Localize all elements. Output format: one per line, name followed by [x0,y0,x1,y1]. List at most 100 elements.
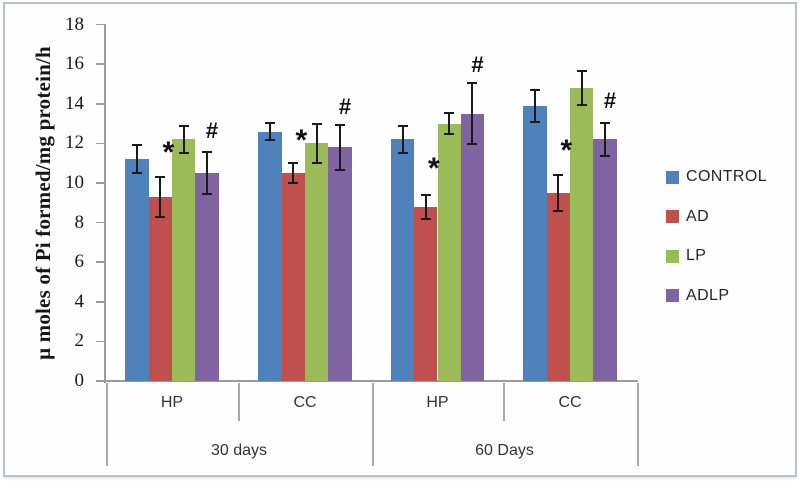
legend-label-control: CONTROL [686,168,768,185]
bar-adlp-30-days-hp [195,173,219,381]
bar-lp-60-days-hp [437,123,461,381]
y-tick-12 [96,142,104,145]
x-label-cc-1: CC [293,394,317,411]
error-cap-bottom-control-0 [132,172,143,175]
annotation-hash-adlp-1: # [338,93,352,119]
x-label-hp-0: HP [160,394,184,411]
error-cap-top-ad-2 [420,193,431,196]
bar-adlp-60-days-cc [593,139,617,381]
error-cap-bottom-ad-0 [155,215,166,218]
axis-separator-tall-0 [106,383,108,466]
legend-label-adlp: ADLP [686,286,730,304]
bar-lp-60-days-cc [570,87,594,381]
y-tick-4 [96,301,104,303]
error-cap-top-lp-2 [444,111,455,114]
error-bar-control-3 [534,89,537,122]
axis-separator-short-1 [503,383,505,421]
bar-ad-60-days-cc [546,192,570,381]
x-axis-line [104,380,638,382]
y-tick-label-10: 10 [65,172,84,193]
error-bar-lp-2 [448,112,451,135]
annotation-hash-adlp-2: # [471,52,484,78]
error-bar-adlp-2 [471,83,474,145]
axis-separator-tall-2 [637,383,639,466]
error-cap-bottom-ad-2 [420,217,431,220]
y-tick-18 [96,23,104,26]
annotation-asterisk-ad-3: * [560,134,573,168]
error-bar-control-0 [136,145,139,174]
annotation-asterisk-ad-0: * [162,136,175,170]
y-tick-label-12: 12 [65,132,84,154]
bar-control-60-days-cc [523,105,547,381]
annotation-hash-adlp-3: # [603,87,617,113]
error-cap-top-ad-3 [553,174,564,177]
y-tick-label-4: 4 [74,290,85,312]
legend-swatch-ad [666,210,679,223]
bar-control-30-days-hp [125,159,149,381]
legend-swatch-adlp [666,289,679,302]
error-cap-top-control-0 [132,144,143,147]
annotation-asterisk-ad-2: * [428,152,440,186]
annotation-asterisk-ad-1: * [295,124,308,158]
axis-separator-short-0 [238,383,240,421]
error-cap-bottom-adlp-1 [334,169,345,172]
y-tick-14 [96,103,104,105]
error-cap-top-control-1 [265,121,276,124]
error-bar-lp-0 [182,125,185,154]
annotation-hash-adlp-0: # [205,117,219,143]
bar-ad-30-days-cc [281,173,305,381]
legend: CONTROL AD LP ADLP [666,168,801,318]
y-tick-label-2: 2 [74,330,85,352]
error-bar-ad-1 [292,163,295,183]
legend-item-ad: AD [666,208,709,226]
error-bar-adlp-1 [338,124,341,171]
error-cap-top-adlp-0 [201,151,212,154]
bar-lp-30-days-hp [172,139,196,381]
bar-ad-60-days-hp [414,206,438,381]
error-cap-top-control-3 [530,88,541,91]
legend-item-adlp: ADLP [666,287,729,305]
error-cap-bottom-ad-3 [553,209,564,212]
y-tick-10 [96,182,104,184]
error-bar-ad-3 [557,175,560,211]
legend-label-lp: LP [686,247,707,264]
y-tick-0 [96,380,104,382]
y-tick-label-0: 0 [74,370,85,391]
legend-item-control: CONTROL [666,168,767,186]
error-cap-top-control-2 [397,124,408,127]
y-tick-2 [96,340,104,343]
error-cap-bottom-lp-3 [576,103,587,106]
y-tick-label-18: 18 [65,13,84,35]
error-cap-top-adlp-2 [467,82,478,84]
error-cap-bottom-control-3 [530,120,541,123]
error-bar-adlp-0 [205,152,208,194]
error-bar-control-1 [269,122,272,141]
error-cap-bottom-adlp-0 [201,192,212,195]
y-tick-label-8: 8 [74,211,85,233]
y-tick-8 [96,221,104,224]
error-bar-ad-0 [159,177,162,217]
error-cap-top-ad-1 [288,162,299,165]
y-tick-label-14: 14 [65,92,84,114]
error-cap-top-lp-3 [576,70,587,73]
y-tick-16 [96,63,104,65]
bar-control-30-days-cc [258,131,282,381]
error-cap-top-adlp-3 [599,121,610,124]
error-cap-bottom-lp-1 [311,162,322,165]
error-cap-bottom-lp-2 [444,133,455,136]
bar-adlp-30-days-cc [328,147,352,381]
error-cap-bottom-ad-1 [288,182,299,184]
y-tick-label-6: 6 [74,251,85,273]
error-cap-top-adlp-1 [334,123,345,126]
error-cap-top-ad-0 [155,176,166,179]
error-bar-ad-2 [424,194,427,219]
error-cap-top-lp-0 [178,124,189,127]
legend-label-ad: AD [686,207,710,225]
bar-ad-30-days-hp [148,196,172,381]
y-tick-6 [96,261,104,263]
bar-control-60-days-hp [390,139,415,381]
error-cap-bottom-adlp-3 [599,155,610,158]
error-cap-top-lp-1 [311,122,322,125]
legend-item-lp: LP [666,247,706,265]
